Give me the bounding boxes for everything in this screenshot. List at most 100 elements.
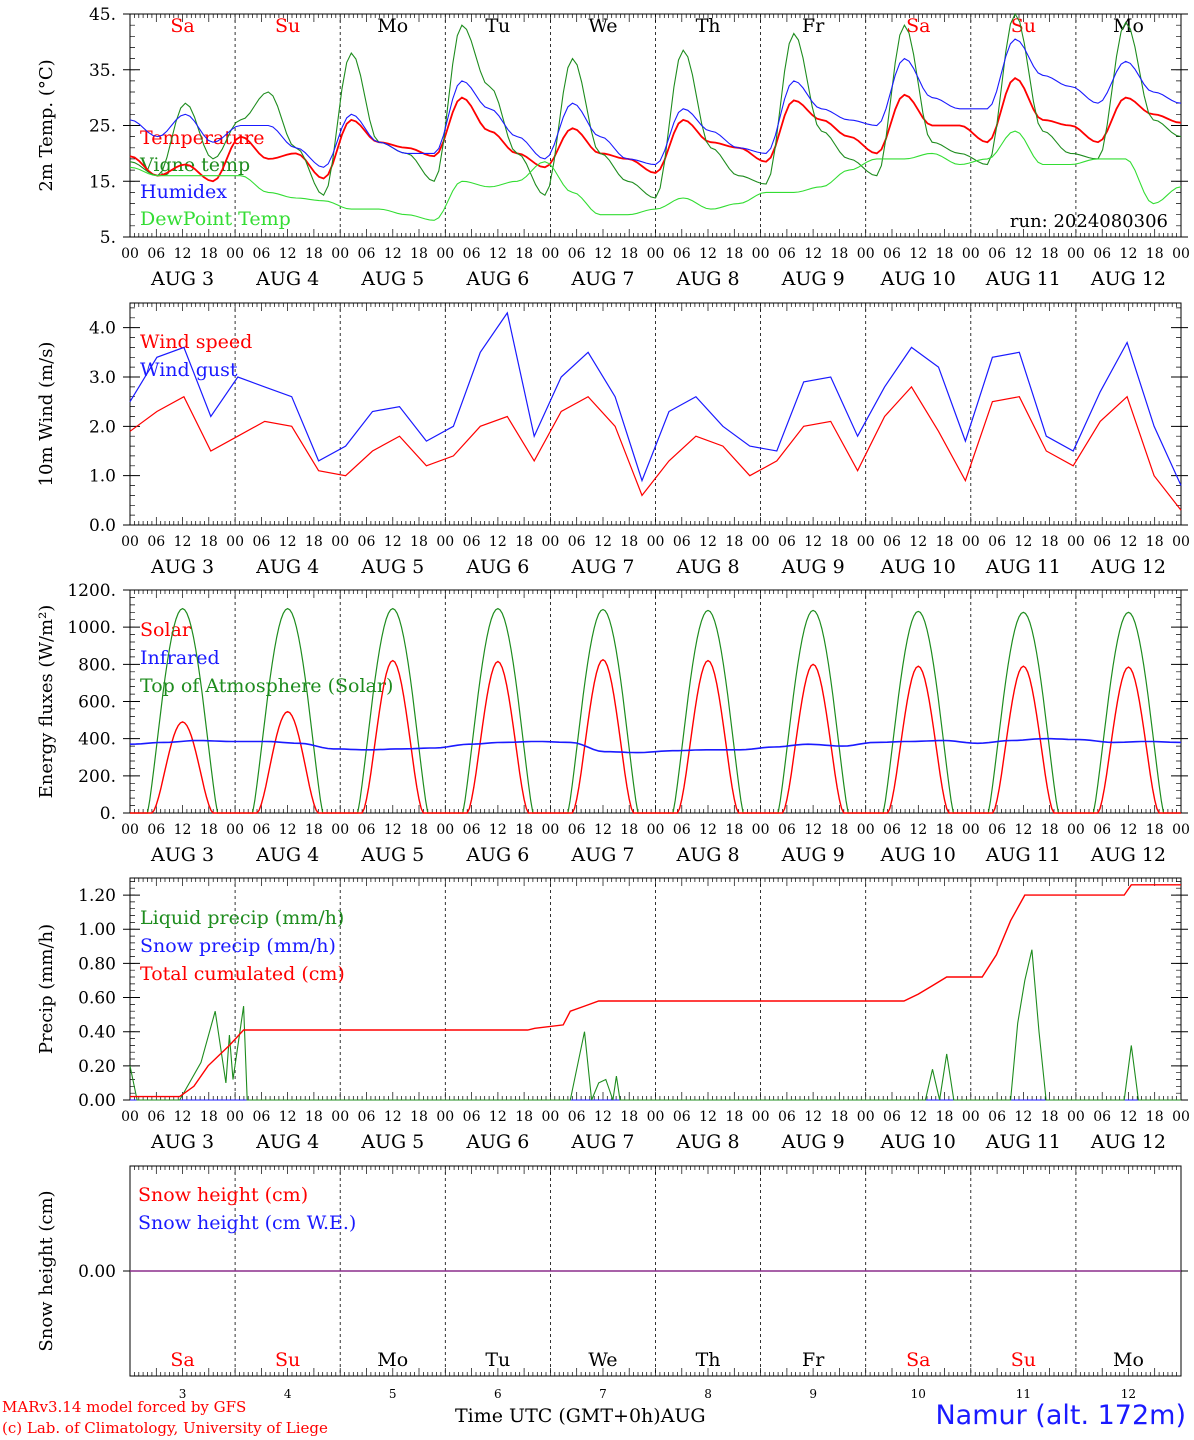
x-hour-label: 12 bbox=[699, 534, 717, 550]
weekday-label-top: Sa bbox=[906, 15, 930, 37]
x-hour-label: 00 bbox=[331, 246, 349, 262]
x-hour-label: 18 bbox=[936, 534, 954, 550]
y-tick-label: 0.00 bbox=[78, 1091, 116, 1111]
x-date-label: AUG 8 bbox=[676, 1131, 740, 1153]
legend-entry: Snow precip (mm/h) bbox=[140, 935, 336, 957]
x-hour-label: 06 bbox=[147, 1109, 165, 1125]
x-hour-label: 06 bbox=[568, 246, 586, 262]
x-hour-label: 18 bbox=[831, 534, 849, 550]
x-hour-label: 18 bbox=[620, 534, 638, 550]
x-date-label: AUG 3 bbox=[150, 844, 214, 866]
y-tick-label: 600. bbox=[78, 693, 116, 713]
series-line-infrared bbox=[129, 737, 1182, 754]
x-hour-label: 06 bbox=[1093, 534, 1111, 550]
x-hour-label: 12 bbox=[804, 822, 822, 838]
x-hour-label: 12 bbox=[1120, 534, 1138, 550]
y-tick-label: 0.0 bbox=[89, 516, 116, 536]
weekday-label-bottom: Su bbox=[1011, 1349, 1036, 1371]
x-date-label: AUG 10 bbox=[880, 556, 956, 578]
y-tick-label: 3.0 bbox=[89, 368, 116, 388]
credit-line-lab: (c) Lab. of Climatology, University of L… bbox=[2, 1419, 328, 1437]
x-hour-label: 12 bbox=[804, 246, 822, 262]
x-hour-label: 00 bbox=[436, 1109, 454, 1125]
y-tick-label: 0.00 bbox=[78, 1262, 116, 1282]
hour-tick-marks bbox=[129, 878, 1182, 1100]
weekday-label-bottom: Mo bbox=[377, 1349, 408, 1371]
x-hour-label: 06 bbox=[1093, 822, 1111, 838]
x-hour-label: 00 bbox=[962, 822, 980, 838]
y-axis-label: Energy fluxes (W/m²) bbox=[36, 605, 57, 799]
y-tick-label: 1200. bbox=[67, 581, 116, 601]
y-tick-label: 800. bbox=[78, 655, 116, 675]
x-date-label: AUG 5 bbox=[360, 844, 424, 866]
weekday-label-top: Th bbox=[696, 15, 721, 37]
x-hour-label: 18 bbox=[936, 246, 954, 262]
x-hour-label: 06 bbox=[883, 1109, 901, 1125]
legend-entry: Infrared bbox=[140, 647, 220, 669]
x-hour-label: 18 bbox=[725, 534, 743, 550]
y-tick-label: 4.0 bbox=[89, 319, 116, 339]
x-hour-label: 06 bbox=[358, 246, 376, 262]
x-hour-label: 00 bbox=[121, 246, 139, 262]
x-hour-label: 12 bbox=[909, 534, 927, 550]
y-axis-label: Precip (mm/h) bbox=[36, 924, 57, 1054]
x-hour-label: 12 bbox=[384, 246, 402, 262]
x-hour-label: 12 bbox=[174, 246, 192, 262]
x-hour-label: 12 bbox=[699, 246, 717, 262]
x-date-label: AUG 3 bbox=[150, 1131, 214, 1153]
y-tick-label: 1.20 bbox=[78, 886, 116, 906]
x-hour-label: 00 bbox=[647, 534, 665, 550]
x-hour-label: 18 bbox=[515, 534, 533, 550]
day-number-label: 5 bbox=[389, 1387, 397, 1401]
y-tick-label: 200. bbox=[78, 767, 116, 787]
x-date-label: AUG 7 bbox=[570, 556, 634, 578]
x-hour-label: 12 bbox=[594, 534, 612, 550]
x-date-label: AUG 3 bbox=[150, 556, 214, 578]
x-hour-label: 00 bbox=[647, 1109, 665, 1125]
series-line-solar bbox=[130, 658, 1181, 814]
x-hour-label: 12 bbox=[1014, 534, 1032, 550]
x-hour-label: 00 bbox=[647, 246, 665, 262]
y-minor-ticks bbox=[130, 589, 1181, 814]
x-hour-label: 18 bbox=[305, 534, 323, 550]
x-date-label: AUG 7 bbox=[570, 268, 634, 290]
legend-entry: Snow height (cm W.E.) bbox=[138, 1212, 356, 1234]
series-line-total-cumulated bbox=[130, 884, 1181, 1098]
x-hour-label: 12 bbox=[1014, 1109, 1032, 1125]
y-tick-label: 35. bbox=[89, 61, 116, 81]
x-hour-label: 06 bbox=[778, 1109, 796, 1125]
x-date-label: AUG 3 bbox=[150, 268, 214, 290]
y-tick-label: 0. bbox=[100, 804, 116, 824]
x-hour-label: 12 bbox=[489, 246, 507, 262]
x-hour-label: 12 bbox=[1014, 246, 1032, 262]
x-hour-label: 06 bbox=[568, 534, 586, 550]
x-date-label: AUG 6 bbox=[465, 268, 529, 290]
weekday-label-bottom: We bbox=[588, 1349, 617, 1371]
x-hour-label: 06 bbox=[883, 534, 901, 550]
weekday-label-bottom: Th bbox=[696, 1349, 721, 1371]
weekday-label-top: We bbox=[588, 15, 617, 37]
x-date-label: AUG 12 bbox=[1090, 268, 1166, 290]
x-hour-label: 00 bbox=[857, 534, 875, 550]
panel-3: 0. 200. 400. 600. 800. 1000. 1200. Energy fluxe… bbox=[36, 581, 1190, 866]
x-hour-label: 06 bbox=[463, 534, 481, 550]
panel-1: 5. 15. 25. 35. 45. 2m Temp. (°C) 00 06 12 18 AUG 3… bbox=[36, 5, 1190, 290]
x-hour-label: 00 bbox=[226, 1109, 244, 1125]
y-minor-ticks bbox=[130, 307, 1181, 526]
weekday-label-bottom: Tu bbox=[485, 1349, 510, 1371]
x-hour-label: 18 bbox=[305, 822, 323, 838]
hour-tick-marks bbox=[129, 1166, 1182, 1376]
hour-tick-marks bbox=[129, 14, 1182, 237]
x-hour-label: 12 bbox=[594, 246, 612, 262]
x-hour-label: 18 bbox=[1146, 246, 1164, 262]
x-hour-label: 00 bbox=[436, 822, 454, 838]
x-hour-label: 12 bbox=[384, 822, 402, 838]
x-hour-label: 06 bbox=[252, 1109, 270, 1125]
x-hour-label: 18 bbox=[410, 534, 428, 550]
x-hour-label: 06 bbox=[147, 534, 165, 550]
x-hour-label: 06 bbox=[358, 534, 376, 550]
x-hour-label: 06 bbox=[673, 246, 691, 262]
x-hour-label: 00 bbox=[752, 1109, 770, 1125]
x-hour-label: 18 bbox=[725, 246, 743, 262]
